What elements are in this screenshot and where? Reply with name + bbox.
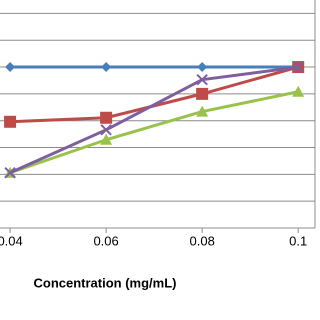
marker	[100, 111, 113, 124]
marker	[101, 62, 112, 73]
marker	[100, 124, 112, 136]
marker	[292, 61, 304, 73]
marker	[292, 85, 305, 97]
series-line	[10, 65, 299, 124]
marker	[4, 115, 17, 128]
series	[4, 85, 305, 178]
x-tick-label: 0.08	[190, 233, 215, 248]
series-line	[9, 90, 299, 175]
x-axis-title: Concentration (mg/mL)	[34, 275, 177, 290]
marker	[197, 62, 208, 73]
x-tick-label: 0.06	[93, 233, 118, 248]
series-line	[9, 65, 299, 175]
series	[5, 62, 304, 73]
x-tick-label: 0.04	[0, 233, 23, 248]
x-tick-label: 0.1	[289, 233, 307, 248]
marker	[4, 167, 16, 179]
marker	[196, 87, 209, 100]
marker	[5, 62, 16, 73]
series	[4, 61, 304, 179]
marker	[196, 73, 208, 86]
marker	[100, 133, 113, 145]
marker	[196, 105, 209, 117]
